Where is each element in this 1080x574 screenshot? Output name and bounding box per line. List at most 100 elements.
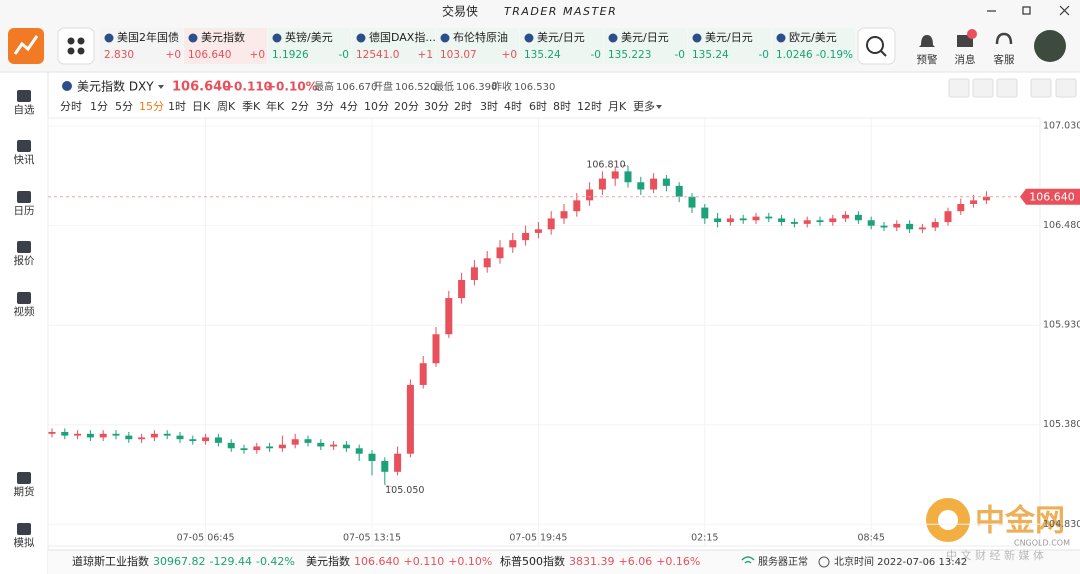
stat-value: 106.530 xyxy=(514,82,555,93)
candle-body xyxy=(790,222,798,224)
ticker-tab[interactable] xyxy=(184,28,267,64)
tab-change: -0 xyxy=(591,49,601,61)
flag xyxy=(692,33,702,43)
ticker-tab[interactable] xyxy=(688,28,771,64)
candle-body xyxy=(534,229,542,233)
y-tick-label: 104.830 xyxy=(1043,519,1080,530)
dropdown-caret xyxy=(158,85,164,89)
candle-body xyxy=(214,437,222,443)
tool-button[interactable] xyxy=(948,78,970,98)
toolbar-label[interactable]: 预警 xyxy=(917,53,938,66)
candle-body xyxy=(662,178,670,186)
quote-change-pct: +0.10% xyxy=(266,80,318,94)
ticker-tab[interactable] xyxy=(520,28,603,64)
tab-change: +0 xyxy=(502,49,517,61)
candle-body xyxy=(61,431,69,436)
window-controls[interactable] xyxy=(987,5,1070,16)
index-change: -129.44 xyxy=(210,555,252,568)
candle-body xyxy=(637,182,645,190)
timeframe[interactable]: 周K xyxy=(217,100,236,113)
tool-button[interactable] xyxy=(996,78,1018,98)
timeframe[interactable]: 3分 xyxy=(316,100,334,113)
sidebar-icon xyxy=(17,191,31,203)
timeframe[interactable]: 4时 xyxy=(504,100,522,113)
candle-body xyxy=(701,207,709,219)
timeframe[interactable]: 10分 xyxy=(364,100,389,113)
candle-body xyxy=(970,200,978,204)
flag xyxy=(188,33,198,43)
candle-body xyxy=(906,223,914,230)
ticker-tab[interactable] xyxy=(352,28,435,64)
flag xyxy=(776,33,786,43)
timeframe[interactable]: 年K xyxy=(266,99,285,113)
ticker-tab[interactable] xyxy=(268,28,351,64)
search-button[interactable] xyxy=(857,27,896,65)
stat-value: 106.670 xyxy=(336,82,377,93)
timeframe-more[interactable]: 更多 xyxy=(633,99,655,113)
timeframe[interactable]: 4分 xyxy=(340,100,358,113)
tab-price: 106.640 xyxy=(188,49,231,61)
avatar[interactable] xyxy=(1034,30,1066,62)
timeframe[interactable]: 2时 xyxy=(454,100,472,113)
candle-body xyxy=(509,240,517,248)
toolbar-label[interactable]: 消息 xyxy=(955,53,976,66)
index-price: 3831.39 xyxy=(569,555,615,568)
candle-body xyxy=(957,203,965,212)
server-status: 服务器正常 xyxy=(758,555,808,568)
timeframe[interactable]: 8时 xyxy=(553,100,571,113)
timeframe[interactable]: 季K xyxy=(242,100,261,113)
ticker-tab[interactable] xyxy=(100,28,183,64)
timeframe[interactable]: 1分 xyxy=(90,100,108,113)
timeframe[interactable]: 6时 xyxy=(529,100,547,113)
sidebar-label[interactable]: 快讯 xyxy=(14,153,35,166)
ticker-tab[interactable] xyxy=(604,28,687,64)
candle-body xyxy=(266,446,274,449)
sidebar-label[interactable]: 自选 xyxy=(14,103,35,116)
close[interactable] xyxy=(1059,5,1070,16)
x-tick-label: 07-05 19:45 xyxy=(509,533,567,544)
service-icon[interactable] xyxy=(995,32,1013,45)
tab-name: 美元/日元 xyxy=(621,31,669,44)
stat-label: 最高 xyxy=(314,80,334,93)
timeframe[interactable]: 12时 xyxy=(577,100,602,113)
alert-icon[interactable] xyxy=(919,35,935,47)
chart-tools[interactable] xyxy=(948,78,1077,98)
timeframe[interactable]: 5分 xyxy=(115,100,133,113)
timeframe[interactable]: 3时 xyxy=(480,100,498,113)
flag xyxy=(608,33,618,43)
app-title: 交易侠 xyxy=(442,4,478,19)
maximize[interactable] xyxy=(1022,6,1031,15)
ticker-tab[interactable] xyxy=(436,28,519,64)
candle-body xyxy=(432,334,440,364)
sidebar-label[interactable]: 期货 xyxy=(14,485,35,498)
candle-body xyxy=(291,439,299,445)
candle-body xyxy=(227,442,235,449)
grid-icon xyxy=(67,37,85,55)
tab-name: 美元/日元 xyxy=(705,31,753,44)
timeframe[interactable]: 分时 xyxy=(60,100,82,113)
candle-body xyxy=(778,218,786,223)
tool-button[interactable] xyxy=(972,78,994,98)
ticker-tab[interactable] xyxy=(772,28,855,64)
sidebar-label[interactable]: 视频 xyxy=(14,305,35,318)
tab-change: -0 xyxy=(675,49,685,61)
tool-button[interactable] xyxy=(1030,78,1052,98)
sidebar-label[interactable]: 日历 xyxy=(14,205,35,217)
timeframe[interactable]: 日K xyxy=(192,100,211,113)
stat-label: 最低 xyxy=(434,80,454,93)
clock-icon xyxy=(818,556,830,568)
timeframe[interactable]: 30分 xyxy=(424,100,449,113)
sidebar-label[interactable]: 报价 xyxy=(14,254,35,267)
index-change-pct: +0.16% xyxy=(656,555,700,568)
timeframe[interactable]: 2分 xyxy=(291,100,309,113)
timeframe[interactable]: 20分 xyxy=(394,100,419,113)
candle-body xyxy=(99,433,107,438)
timeframe[interactable]: 15分 xyxy=(139,100,164,113)
sidebar-label[interactable]: 模拟 xyxy=(14,536,35,549)
grid-button[interactable] xyxy=(57,27,95,65)
timeframe[interactable]: 1时 xyxy=(168,100,186,113)
timeframe[interactable]: 月K xyxy=(608,100,627,113)
tool-button[interactable] xyxy=(1055,78,1077,98)
toolbar-label[interactable]: 客服 xyxy=(994,53,1015,66)
candle-body xyxy=(893,223,901,228)
